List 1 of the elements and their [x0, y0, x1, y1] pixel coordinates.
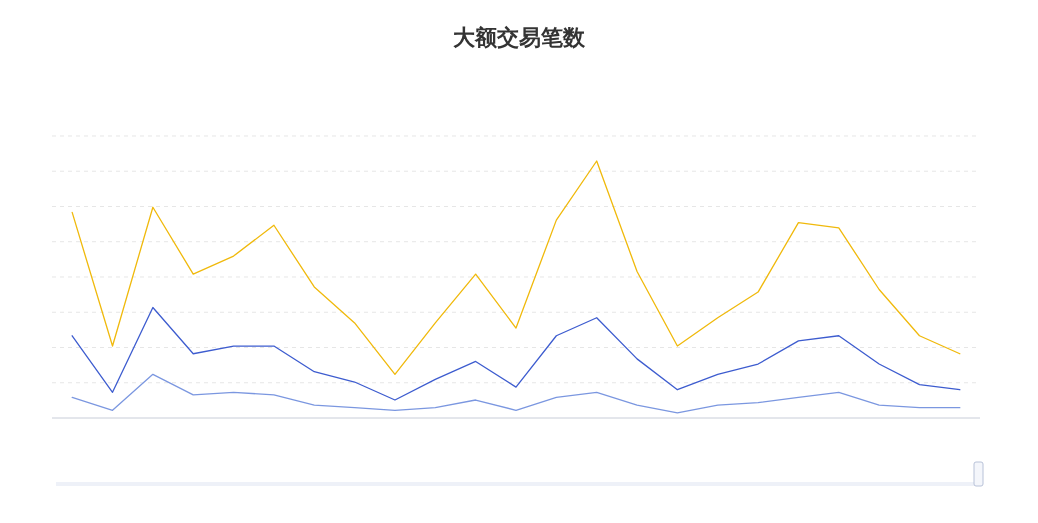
chart-title: 大额交易笔数 — [453, 25, 586, 50]
